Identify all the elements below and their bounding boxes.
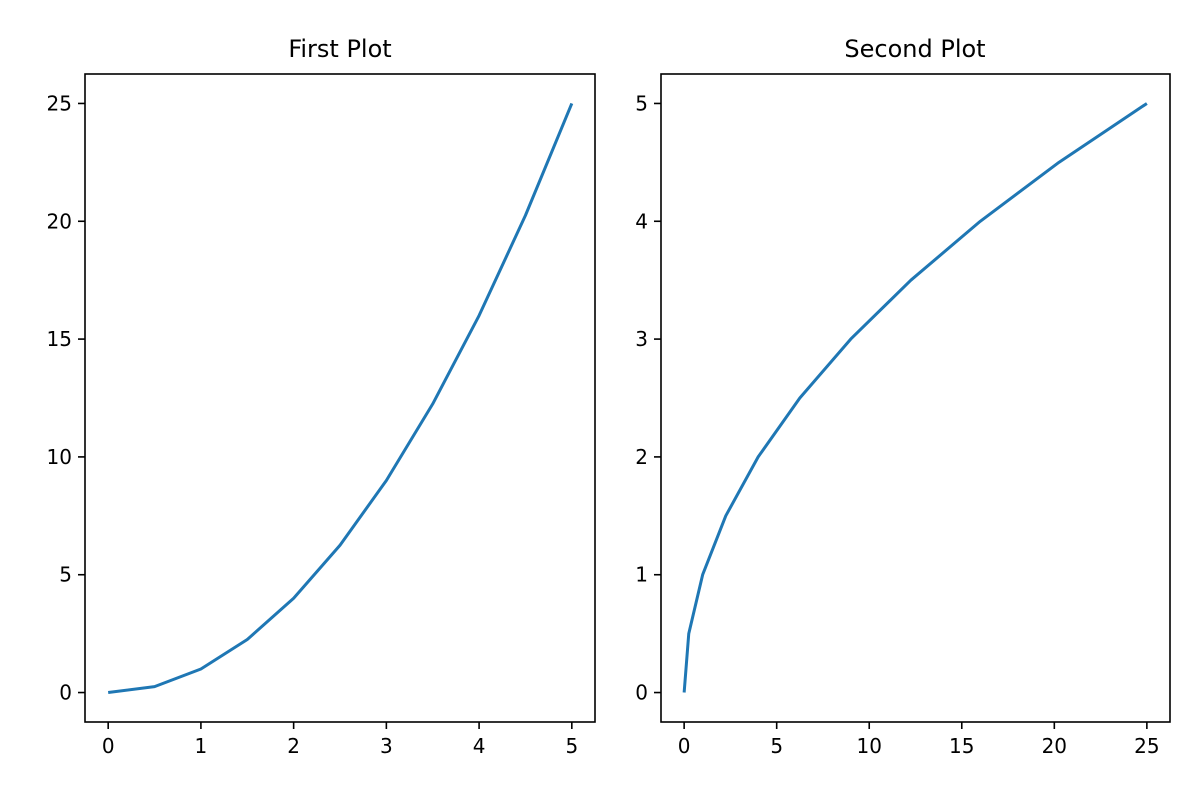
y-tick-label: 0: [635, 681, 648, 705]
y-tick-label: 4: [635, 209, 648, 233]
x-tick-label: 10: [857, 734, 882, 758]
ticks-layer: 0 5 10 15 20 25 0 1 2 3 4 5: [635, 91, 1159, 758]
chart-second: Second Plot 0 5 10 15 20 25 0 1 2 3 4 5: [635, 35, 1171, 758]
x-tick-label: 25: [1134, 734, 1159, 758]
x-tick-label: 20: [1042, 734, 1067, 758]
x-tick-label: 1: [195, 734, 208, 758]
axes-frame: [660, 73, 1171, 723]
x-tick-label: 15: [949, 734, 974, 758]
chart-first: First Plot 0 1 2 3 4 5 0 5 10 15 20 25: [47, 35, 596, 758]
y-tick-label: 10: [47, 445, 72, 469]
y-tick-label: 20: [47, 209, 72, 233]
y-tick-label: 15: [47, 327, 72, 351]
chart-title: Second Plot: [844, 35, 985, 63]
series-line: [682, 102, 1148, 693]
series-layer: [107, 102, 574, 695]
y-tick-label: 5: [635, 91, 648, 115]
x-tick-label: 0: [678, 734, 691, 758]
x-tick-label: 4: [473, 734, 486, 758]
x-tick-label: 5: [565, 734, 578, 758]
x-tick-label: 3: [380, 734, 393, 758]
chart-title: First Plot: [288, 35, 391, 63]
y-tick-label: 3: [635, 327, 648, 351]
ticks-layer: 0 1 2 3 4 5 0 5 10 15 20 25: [47, 91, 579, 758]
x-tick-label: 5: [770, 734, 783, 758]
y-tick-label: 25: [47, 91, 72, 115]
y-tick-label: 5: [59, 563, 72, 587]
y-tick-label: 0: [59, 681, 72, 705]
x-tick-label: 0: [102, 734, 115, 758]
series-layer: [682, 102, 1148, 693]
y-tick-label: 2: [635, 445, 648, 469]
series-line: [107, 102, 574, 695]
axes-frame: [84, 73, 596, 723]
x-tick-label: 2: [287, 734, 300, 758]
y-tick-label: 1: [635, 563, 648, 587]
